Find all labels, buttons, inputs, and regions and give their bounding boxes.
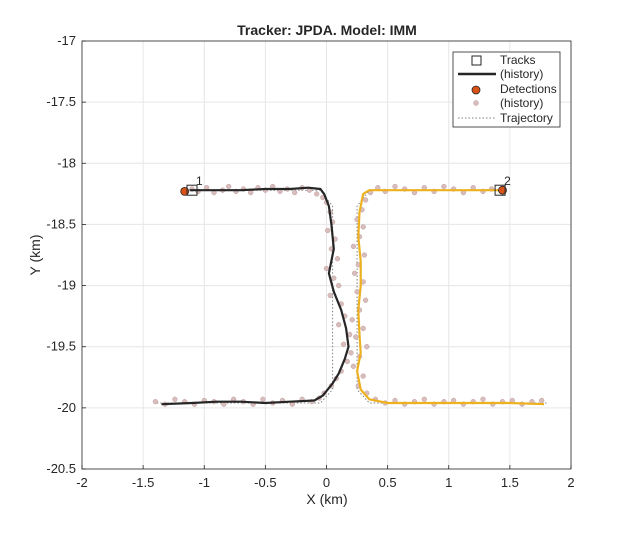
y-tick-label: -18.5 [46, 216, 76, 231]
detection-history-point [360, 373, 366, 379]
detection-history-point [340, 341, 347, 347]
y-tick-label: -17.5 [46, 94, 76, 109]
legend-label-trajectory: Trajectory [500, 111, 553, 125]
track-marker [186, 184, 198, 196]
detection-history-point [334, 256, 341, 262]
detection-history-point [441, 183, 447, 190]
track-history-line [161, 186, 350, 406]
detection-history-point [421, 396, 427, 402]
track-id-label: 2 [504, 174, 511, 188]
detection-history-point [353, 334, 359, 340]
detection-history-point [350, 243, 357, 250]
detection-history-point [314, 191, 320, 197]
detection-history-point [360, 325, 366, 332]
detection-history-point [354, 289, 360, 295]
detection-history-point [362, 197, 369, 203]
legend: Tracks (history) Detections (history) Tr… [452, 51, 561, 128]
current-detection-marker [498, 185, 507, 195]
detection-history-point [392, 183, 398, 190]
detection-history-point [349, 317, 355, 323]
detection-history-point [350, 363, 357, 369]
y-axis-label: Y (km) [27, 235, 43, 276]
y-tick-label: -19.5 [46, 339, 76, 354]
legend-label-detection-history: (history) [500, 96, 543, 110]
detection-history-point [325, 227, 331, 234]
legend-detection-history-dot-icon [473, 100, 479, 106]
track-id-label: 1 [196, 174, 203, 188]
detection-history-point [260, 396, 266, 402]
detection-history-point [172, 396, 178, 402]
detection-history-point [152, 399, 159, 405]
legend-detection-circle-icon [471, 85, 481, 95]
trajectory-line [155, 189, 334, 404]
legend-label-detections: Detections [500, 82, 557, 96]
detection-history-point [336, 282, 342, 289]
x-tick-label: -2 [76, 475, 88, 490]
x-tick-label: 1 [445, 475, 452, 490]
detection-history-point [364, 344, 370, 350]
detection-history-point [336, 322, 342, 328]
detection-history-point [360, 224, 366, 230]
y-tick-label: -18 [57, 155, 76, 170]
detection-history-point [351, 270, 358, 276]
legend-label-tracks: Tracks [500, 53, 536, 67]
x-tick-label: 0 [323, 475, 330, 490]
track-history-line [356, 189, 545, 406]
detection-history-point [292, 189, 298, 196]
x-axis-label: X (km) [306, 491, 347, 507]
legend-box [452, 51, 561, 128]
legend-track-square-icon [471, 55, 482, 66]
chart-title: Tracker: JPDA. Model: IMM [237, 22, 417, 38]
y-tick-label: -19 [57, 278, 76, 293]
x-tick-label: -0.5 [254, 475, 276, 490]
detection-history-point [327, 292, 333, 299]
y-tick-label: -20.5 [46, 461, 76, 476]
detection-history-point [331, 275, 337, 281]
x-tick-label: 2 [567, 475, 574, 490]
y-tick-label: -20 [57, 400, 76, 415]
detection-history-point [362, 297, 369, 303]
detection-history-point [539, 397, 545, 404]
x-tick-label: -1.5 [132, 475, 154, 490]
detection-history-point [348, 350, 354, 356]
detection-history-point [226, 183, 232, 190]
x-tick-label: 0.5 [379, 475, 397, 490]
x-tick-label: 1.5 [501, 475, 519, 490]
detection-history-point [480, 396, 486, 402]
detection-history-point [248, 189, 254, 196]
legend-label-track-history: (history) [500, 67, 543, 81]
detection-history-point [323, 265, 330, 272]
x-tick-label: -1 [198, 475, 210, 490]
detection-history-point [361, 252, 368, 258]
y-tick-label: -17 [57, 33, 76, 48]
track-marker [494, 184, 506, 196]
ticks: -2 -1.5 -1 -0.5 0 0.5 1 1.5 2 -20.5 -20 -19.5 -19 -18… [46, 33, 574, 490]
